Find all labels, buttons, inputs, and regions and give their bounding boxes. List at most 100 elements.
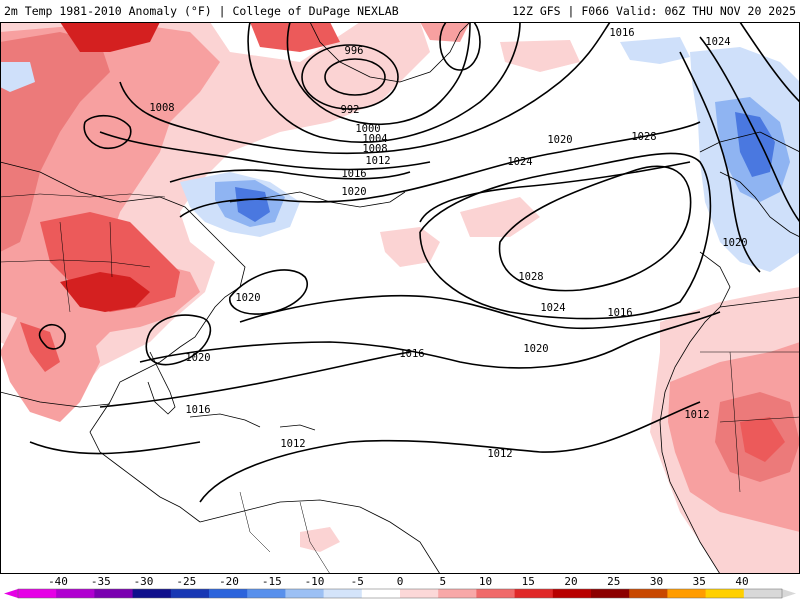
isobar-label: 1020 [547,134,572,146]
isobar-label: 992 [341,104,360,116]
isobar-label: 1000 [355,123,380,135]
colorbar-swatch [132,589,172,598]
isobar-label: 1024 [540,302,565,314]
isobar-label: 1008 [149,102,174,114]
isobar-label: 1028 [631,131,656,143]
map-canvas: 996 992 1000 1004 1008 1008 1012 1016 10… [0,22,800,574]
colorbar-tick-label: 15 [522,575,535,588]
isobar-label: 1016 [607,307,632,319]
colorbar-swatch [247,589,286,598]
colorbar-tick-label: 20 [564,575,577,588]
colorbar: -40 -35 -30 -25 -20 -15 -10 -5 0 5 10 15 20 25 30 35 40 [0,574,800,600]
colorbar-tick-labels: -40 -35 -30 -25 -20 -15 -10 -5 0 5 10 15 20 25 30 35 40 [48,575,749,588]
isobar-label: 1016 [399,348,424,360]
isobar-label: 1028 [518,271,543,283]
isobar-europe-2 [739,22,800,103]
colorbar-swatch [667,589,707,598]
isobar-1016-south2 [99,351,411,408]
isobar-992 [324,58,386,96]
colorbar-tick-label: -30 [134,575,154,588]
colorbar-swatch [323,589,363,598]
isobar-label: 1004 [362,133,387,145]
isobar-1012 [99,131,431,171]
colorbar-tick-label: -25 [176,575,196,588]
colorbar-swatch [170,589,210,598]
isobar-1016-south [139,311,721,369]
colorbar-swatch [591,589,630,598]
isobar-label: 1016 [609,27,634,39]
isobar-1020-loop [229,269,308,315]
colorbar-tick-label: 30 [650,575,663,588]
colorbar-tick-label: -15 [262,575,282,588]
colorbar-tick-label: 5 [439,575,446,588]
isobars [29,22,800,503]
colorbar-svg: -40 -35 -30 -25 -20 -15 -10 -5 0 5 10 15 20 25 30 35 40 [4,575,796,599]
isobar-label: 1012 [684,409,709,421]
isobar-1008 [119,22,611,155]
title-bar: 2m Temp 1981-2010 Anomaly (°F) | College… [0,0,800,22]
isobar-label: 1016 [341,168,366,180]
isobar-us-small [83,114,132,149]
warm-anomaly-shading [0,22,800,574]
colorbar-swatch [476,589,516,598]
isobar-1012-tropics [199,401,701,503]
isobar-1024 [419,161,691,223]
colorbar-tick-label: -20 [219,575,239,588]
colorbar-swatch [400,589,439,598]
colorbar-swatch [209,589,248,598]
isobar-label: 1012 [487,448,512,460]
isobar-1012-west [29,441,201,455]
colorbar-swatch [514,589,554,598]
colorbar-swatch [94,589,134,598]
colorbar-swatch [18,589,57,598]
colorbar-swatch [438,589,477,598]
isobar-1020 [179,121,701,218]
isobar-label: 1024 [705,36,730,48]
coastlines [0,22,800,574]
isobar-label: 1020 [185,352,210,364]
cool-anomaly-shading [0,37,800,272]
isobar-1004 [247,22,521,143]
colorbar-tick-label: -10 [305,575,325,588]
isobar-label: 1012 [280,438,305,450]
isobar-label: 1024 [507,156,532,168]
isobar-1016-loop [145,314,212,366]
colorbar-tick-label: 0 [397,575,404,588]
isobar-996 [301,44,399,110]
isobar-1020-south [239,294,701,330]
weather-map: 996 992 1000 1004 1008 1008 1012 1016 10… [0,22,800,574]
colorbar-right-arrow [782,589,796,598]
isobar-label: 996 [345,45,364,57]
isobar-label: 1008 [362,143,387,155]
isobar-label: 1020 [235,292,260,304]
isobar-europe-1 [699,36,800,223]
colorbar-tick-label: -35 [91,575,111,588]
colorbar-strip [4,588,796,599]
colorbar-tick-label: 25 [607,575,620,588]
colorbar-swatch [743,589,783,598]
isobar-label: 1016 [185,404,210,416]
isobar-1000 [286,22,471,125]
title-left: 2m Temp 1981-2010 Anomaly (°F) | College… [4,4,399,18]
colorbar-swatch [705,589,745,598]
colorbar-left-arrow [4,589,18,598]
isobar-us-small-2 [38,323,66,350]
isobar-1028 [498,165,692,292]
isobar-1016 [169,169,411,183]
title-right: 12Z GFS | F066 Valid: 06Z THU NOV 20 202… [512,4,796,18]
colorbar-tick-label: 40 [735,575,748,588]
colorbar-tick-label: 35 [693,575,706,588]
colorbar-swatch [56,589,95,598]
colorbar-tick-label: -40 [48,575,68,588]
colorbar-tick-label: 10 [479,575,492,588]
colorbar-swatch [361,589,401,598]
colorbar-tick-label: -5 [351,575,364,588]
colorbar-swatch [552,589,592,598]
isobar-1024-outer [419,152,712,320]
isobar-label: 1020 [341,186,366,198]
colorbar-outline [17,588,783,599]
isobar-label: 1020 [523,343,548,355]
isobar-label: 1020 [722,237,747,249]
isobar-label: 1012 [365,155,390,167]
